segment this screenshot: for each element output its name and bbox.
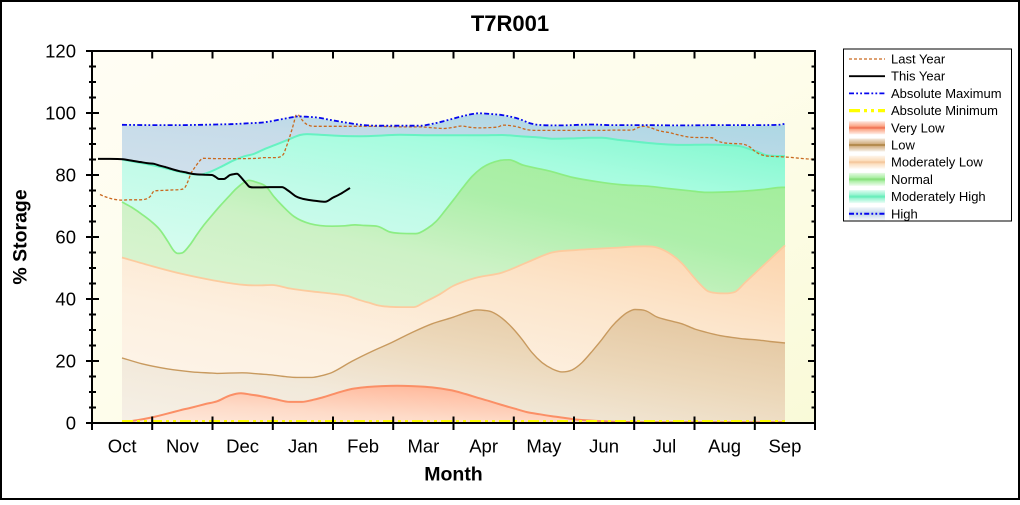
svg-text:Feb: Feb (347, 436, 379, 457)
svg-text:Mar: Mar (407, 436, 439, 457)
svg-text:Sep: Sep (768, 436, 801, 457)
svg-text:100: 100 (45, 103, 76, 124)
svg-text:Very Low: Very Low (891, 120, 945, 135)
svg-text:Moderately Low: Moderately Low (891, 155, 983, 170)
svg-text:May: May (526, 436, 562, 457)
svg-text:Jun: Jun (589, 436, 619, 457)
svg-text:Oct: Oct (108, 436, 137, 457)
svg-text:Aug: Aug (708, 436, 741, 457)
svg-text:Normal: Normal (891, 172, 933, 187)
svg-text:Jul: Jul (653, 436, 677, 457)
svg-text:60: 60 (55, 227, 76, 248)
svg-text:% Storage: % Storage (10, 189, 32, 285)
svg-text:Month: Month (424, 464, 482, 486)
svg-text:20: 20 (55, 351, 76, 372)
svg-text:80: 80 (55, 165, 76, 186)
svg-text:This Year: This Year (891, 69, 946, 84)
svg-text:Jan: Jan (288, 436, 318, 457)
svg-text:High: High (891, 206, 918, 221)
svg-text:120: 120 (45, 41, 76, 62)
svg-text:Last Year: Last Year (891, 52, 946, 67)
svg-text:0: 0 (66, 413, 76, 434)
svg-text:Nov: Nov (166, 436, 200, 457)
svg-text:Dec: Dec (226, 436, 259, 457)
svg-text:T7R001: T7R001 (471, 11, 549, 36)
svg-text:Absolute Minimum: Absolute Minimum (891, 103, 998, 118)
svg-text:Absolute Maximum: Absolute Maximum (891, 86, 1002, 101)
svg-text:Moderately High: Moderately High (891, 189, 986, 204)
svg-text:Low: Low (891, 138, 915, 153)
svg-text:Apr: Apr (469, 436, 498, 457)
svg-text:40: 40 (55, 289, 76, 310)
